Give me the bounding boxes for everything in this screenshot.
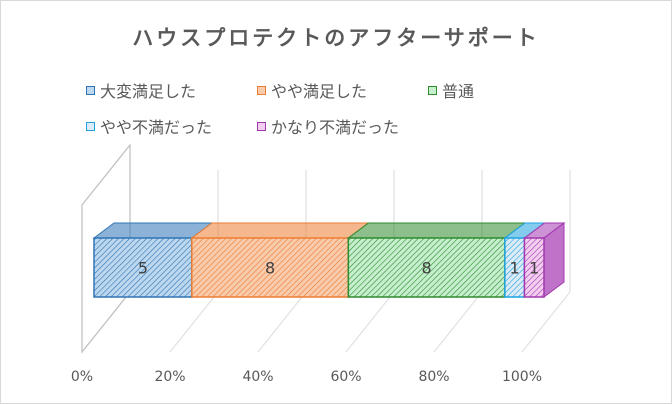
legend-swatch xyxy=(428,85,437,95)
bar-segment xyxy=(93,237,193,298)
data-label: 8 xyxy=(422,259,432,278)
legend-label: やや満足した xyxy=(271,82,368,101)
bar-top-face xyxy=(190,222,370,239)
legend-swatch xyxy=(86,121,95,131)
data-label: 1 xyxy=(510,259,520,278)
bar-side-face xyxy=(543,222,565,298)
data-label: 5 xyxy=(138,259,148,278)
chart-title: ハウスプロテクトのアフターサポート xyxy=(132,26,540,50)
floor-gridline xyxy=(169,291,219,353)
legend-label: かなり不満だった xyxy=(271,118,400,137)
side-wall xyxy=(81,143,131,354)
legend-label: やや不満だった xyxy=(100,118,213,137)
bar-top-face xyxy=(346,222,527,239)
legend-swatch xyxy=(257,85,266,95)
legend-item: 普通 xyxy=(428,78,474,102)
legend-swatch xyxy=(257,121,266,131)
legend-label: 普通 xyxy=(442,82,475,101)
legend-label: 大変満足した xyxy=(100,82,197,101)
legend-item: やや満足した xyxy=(257,78,367,102)
x-tick-label: 100% xyxy=(502,369,542,385)
legend-swatch xyxy=(86,85,95,95)
data-label: 1 xyxy=(529,259,539,278)
x-tick-label: 80% xyxy=(418,369,449,385)
x-tick-label: 60% xyxy=(330,369,361,385)
data-label: 8 xyxy=(265,259,275,278)
legend-item: 大変満足した xyxy=(86,78,196,102)
floor-gridline xyxy=(521,291,571,353)
legend-item: やや不満だった xyxy=(86,114,212,138)
floor-gridline xyxy=(433,291,483,353)
x-tick-label: 0% xyxy=(71,369,93,385)
floor-gridline xyxy=(345,291,395,353)
bar-segment xyxy=(191,237,350,298)
legend-item: かなり不満だった xyxy=(257,114,399,138)
floor-gridline xyxy=(257,291,307,353)
x-tick-label: 40% xyxy=(242,369,273,385)
x-tick-label: 20% xyxy=(154,369,185,385)
